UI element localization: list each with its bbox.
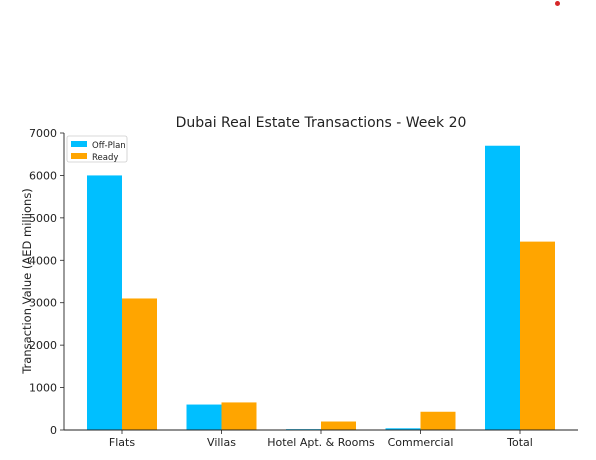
x-tick-label: Commercial	[388, 436, 454, 449]
x-tick-label: Total	[506, 436, 533, 449]
y-tick-label: 7000	[29, 127, 57, 140]
bar-off-plan-total	[485, 145, 520, 430]
y-tick-label: 3000	[29, 297, 57, 310]
bar-off-plan-villas	[186, 404, 222, 430]
marker-dot	[555, 1, 560, 6]
legend-label: Off-Plan	[92, 141, 126, 151]
legend-label: Ready	[92, 153, 118, 163]
y-tick-label: 1000	[29, 382, 57, 395]
x-tick-label: Flats	[109, 436, 135, 449]
y-tick-label: 5000	[29, 212, 57, 225]
bar-ready-flats	[122, 298, 157, 430]
y-tick-label: 6000	[29, 169, 57, 182]
chart-title: Dubai Real Estate Transactions - Week 20	[176, 115, 467, 131]
legend-swatch	[71, 141, 87, 147]
x-tick-label: Villas	[207, 436, 236, 449]
y-tick-label: 2000	[29, 339, 57, 352]
y-axis-label: Transaction Value (AED millions)	[20, 188, 34, 375]
ticks-group: Flats Villas Hotel Apt. & Rooms Commercial T…	[29, 127, 533, 449]
y-tick-label: 0	[50, 424, 57, 437]
bars-group	[87, 145, 555, 430]
bar-ready-hotel-apt-rooms	[321, 421, 356, 430]
bar-ready-villas	[221, 402, 257, 430]
bar-ready-total	[520, 241, 555, 430]
bar-off-plan-commercial	[385, 428, 421, 430]
legend-swatch	[71, 153, 87, 159]
y-tick-label: 4000	[29, 254, 57, 267]
bar-ready-commercial	[420, 411, 456, 430]
x-tick-label: Hotel Apt. & Rooms	[267, 436, 375, 449]
bar-off-plan-flats	[87, 175, 122, 430]
legend: Off-Plan Ready	[66, 135, 128, 163]
